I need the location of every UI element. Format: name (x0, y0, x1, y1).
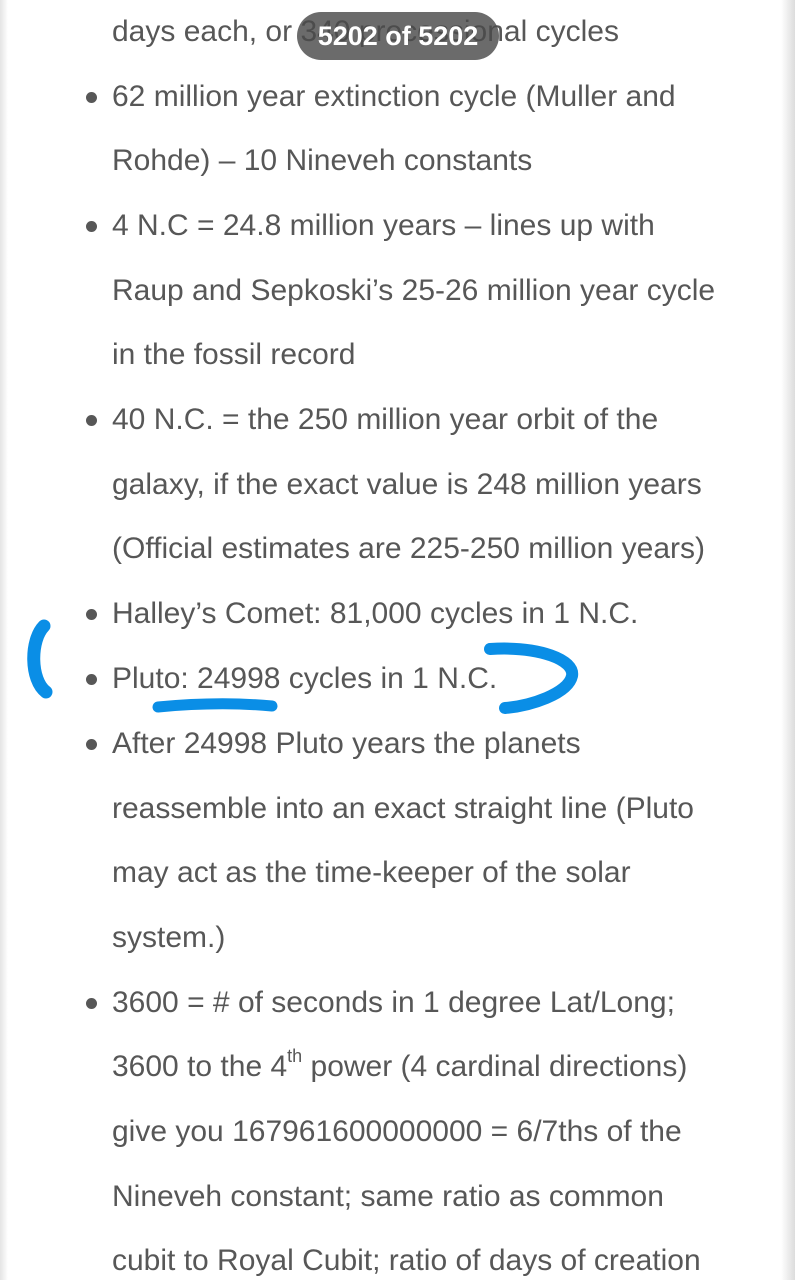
right-page-edge (781, 0, 795, 1280)
bullet-dot (86, 674, 97, 685)
text-line: Halley’s Comet: 81,000 cycles in 1 N.C. (112, 597, 639, 630)
text-line: system.) (112, 921, 226, 954)
text-line: After 24998 Pluto years the planets (112, 727, 581, 760)
text-line: 4 N.C = 24.8 million years – lines up wi… (112, 209, 655, 242)
text-line: may act as the time-keeper of the solar (112, 856, 631, 889)
bullet-dot (86, 92, 97, 103)
text-line: 3600 = # of seconds in 1 degree Lat/Long… (112, 986, 675, 1019)
superscript: th (287, 1046, 303, 1066)
text-fragment: power (4 cardinal directions) (302, 1050, 688, 1083)
text-line: Nineveh constant; same ratio as common (112, 1180, 664, 1213)
left-page-edge (0, 0, 8, 1280)
text-line: 3600 to the 4th power (4 cardinal direct… (112, 1047, 687, 1087)
bullet-dot (86, 998, 97, 1009)
text-line: cubit to Royal Cubit; ratio of days of c… (112, 1244, 701, 1277)
bullet-dot (86, 609, 97, 620)
text-line: (Official estimates are 225-250 million … (112, 532, 706, 565)
text-line: in the fossil record (112, 338, 356, 371)
bullet-dot (86, 739, 97, 750)
text-line: Rohde) – 10 Nineveh constants (112, 144, 533, 177)
text-fragment: 3600 to the 4 (112, 1050, 288, 1083)
text-line-highlighted: Pluto: 24998 cycles in 1 N.C. (112, 662, 498, 695)
underline-stroke (152, 698, 278, 713)
bullet-dot (86, 415, 97, 426)
right-bracket-stroke (484, 642, 579, 714)
text-line: 62 million year extinction cycle (Muller… (112, 80, 676, 113)
left-bracket-stroke (27, 619, 53, 699)
text-line: reassemble into an exact straight line (… (112, 792, 694, 825)
page-counter-badge: 5202 of 5202 (297, 12, 499, 60)
text-line: galaxy, if the exact value is 248 millio… (112, 468, 702, 501)
text-line: give you 167961600000000 = 6/7ths of the (112, 1115, 682, 1148)
bullet-dot (86, 221, 97, 232)
text-line: 40 N.C. = the 250 million year orbit of … (112, 403, 659, 436)
text-line: Raup and Sepkoski’s 25-26 million year c… (112, 274, 716, 307)
